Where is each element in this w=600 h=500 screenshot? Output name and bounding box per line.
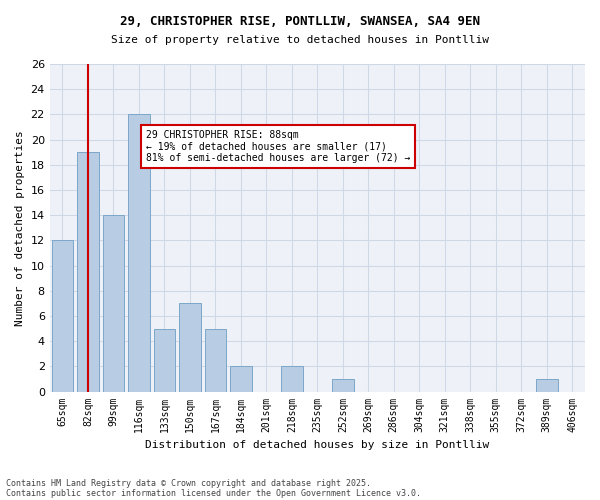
Text: 29, CHRISTOPHER RISE, PONTLLIW, SWANSEA, SA4 9EN: 29, CHRISTOPHER RISE, PONTLLIW, SWANSEA,… [120, 15, 480, 28]
Text: Contains public sector information licensed under the Open Government Licence v3: Contains public sector information licen… [6, 488, 421, 498]
X-axis label: Distribution of detached houses by size in Pontlliw: Distribution of detached houses by size … [145, 440, 490, 450]
Y-axis label: Number of detached properties: Number of detached properties [15, 130, 25, 326]
Text: 29 CHRISTOPHER RISE: 88sqm
← 19% of detached houses are smaller (17)
81% of semi: 29 CHRISTOPHER RISE: 88sqm ← 19% of deta… [146, 130, 410, 162]
Bar [205, 328, 226, 392]
Bar [103, 215, 124, 392]
Text: Size of property relative to detached houses in Pontlliw: Size of property relative to detached ho… [111, 35, 489, 45]
Bar [128, 114, 150, 392]
Bar [536, 379, 557, 392]
Bar [179, 304, 201, 392]
Bar [332, 379, 353, 392]
Bar [154, 328, 175, 392]
Text: Contains HM Land Registry data © Crown copyright and database right 2025.: Contains HM Land Registry data © Crown c… [6, 478, 371, 488]
Bar [281, 366, 302, 392]
Bar [230, 366, 251, 392]
Bar [77, 152, 99, 392]
Bar [52, 240, 73, 392]
